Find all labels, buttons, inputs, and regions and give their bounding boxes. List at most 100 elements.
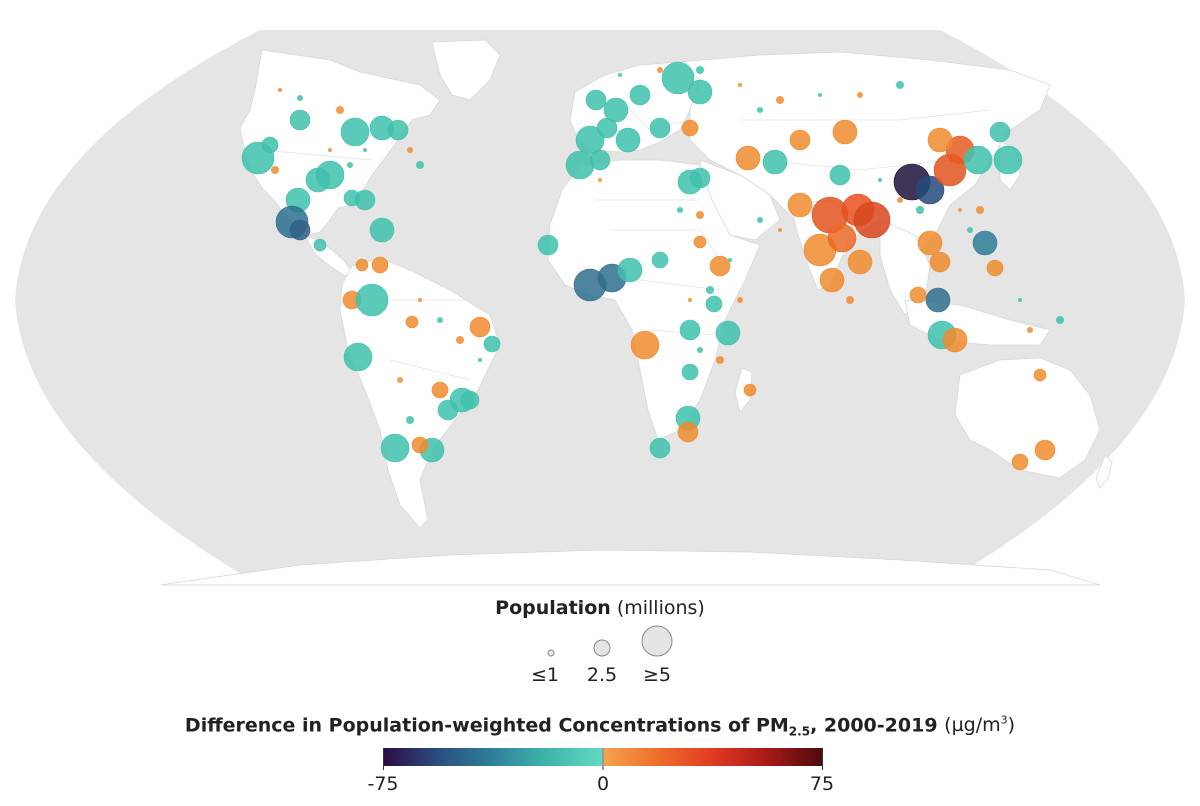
city-dot — [618, 73, 622, 77]
city-circle — [963, 145, 993, 175]
city-circle — [315, 160, 345, 190]
city-circle — [927, 127, 953, 153]
population-circle-small — [547, 649, 555, 657]
unit-superscript: 3 — [1000, 714, 1008, 727]
population-title-text: Population — [495, 597, 611, 619]
city-circle — [460, 390, 480, 410]
city-circle — [787, 192, 813, 218]
city-circle — [596, 117, 618, 139]
city-dot — [757, 107, 763, 113]
city-dot — [347, 162, 353, 168]
colorbar-label-zero: 0 — [596, 773, 610, 795]
city-circle — [915, 175, 945, 205]
city-circle — [832, 119, 858, 145]
city-circle — [355, 258, 369, 272]
city-dot — [416, 161, 424, 169]
city-circle — [369, 217, 395, 243]
city-dot — [916, 206, 924, 214]
city-dot — [706, 286, 714, 294]
city-circle — [355, 283, 389, 317]
population-circle-medium — [593, 639, 611, 657]
city-circle — [340, 117, 370, 147]
city-circle — [993, 145, 1023, 175]
city-circle — [743, 383, 757, 397]
color-legend-title-suffix: , 2000-2019 — [810, 714, 938, 737]
city-dot — [728, 258, 732, 262]
city-circle — [972, 230, 998, 256]
city-circle — [687, 79, 713, 105]
city-circle — [565, 150, 595, 180]
city-circle — [343, 189, 361, 207]
city-dot — [818, 93, 822, 97]
city-dot — [598, 178, 602, 182]
city-circle — [827, 223, 857, 253]
map-svg — [15, 30, 1185, 586]
city-circle — [405, 315, 419, 329]
color-legend-title: Difference in Population-weighted Concen… — [0, 714, 1200, 738]
colorbar-label-min: -75 — [367, 773, 399, 795]
city-circle — [651, 251, 669, 269]
city-dot — [278, 88, 282, 92]
city-circle — [585, 89, 607, 111]
city-circles — [241, 61, 1064, 471]
city-dot — [456, 336, 464, 344]
population-circle-large — [641, 625, 673, 657]
population-unit: (millions) — [616, 597, 705, 619]
population-label-large: ≥5 — [642, 664, 672, 686]
city-dot — [406, 416, 414, 424]
city-dot — [696, 66, 704, 74]
city-circle — [649, 117, 671, 139]
color-legend-unit: (µg/m3) — [944, 714, 1015, 736]
city-circle — [925, 287, 951, 313]
city-circle — [681, 119, 699, 137]
city-circle — [715, 320, 741, 346]
city-dot — [976, 206, 984, 214]
city-circle — [617, 257, 643, 283]
antarctica-land — [159, 549, 1101, 586]
city-circle — [589, 149, 611, 171]
city-dot — [437, 317, 443, 323]
city-circle — [1011, 453, 1029, 471]
population-legend-title: Population (millions) — [0, 597, 1200, 619]
city-circle — [989, 121, 1011, 143]
city-dot — [297, 95, 303, 101]
city-circle — [909, 286, 927, 304]
city-circle — [829, 164, 851, 186]
city-circle — [917, 230, 943, 256]
city-circle — [371, 256, 389, 274]
city-circle — [762, 149, 788, 175]
city-dot — [688, 298, 692, 302]
population-label-small: ≤1 — [530, 664, 560, 686]
city-dot — [776, 96, 784, 104]
city-circle — [986, 259, 1004, 277]
city-dot — [363, 148, 367, 152]
city-dot — [271, 166, 279, 174]
city-dot — [967, 227, 973, 233]
pm25-color-legend: Difference in Population-weighted Concen… — [0, 714, 1200, 806]
city-dot — [878, 178, 882, 182]
city-dot — [757, 217, 763, 223]
city-circle — [411, 436, 429, 454]
world-map — [15, 30, 1185, 586]
city-circle — [819, 267, 845, 293]
color-legend-title-text: Difference in Population-weighted Concen… — [184, 714, 789, 737]
city-dot — [696, 211, 704, 219]
city-circle — [431, 381, 449, 399]
city-dot — [778, 228, 782, 232]
city-circle — [469, 316, 491, 338]
city-dot — [738, 83, 742, 87]
city-circle — [630, 330, 660, 360]
city-circle — [677, 421, 699, 443]
city-circle — [789, 129, 811, 151]
city-dot — [657, 67, 663, 73]
city-circle — [387, 119, 409, 141]
city-dot — [857, 92, 863, 98]
city-dot — [677, 207, 683, 213]
city-dot — [737, 297, 743, 303]
population-legend-circles — [547, 625, 673, 657]
unit-prefix: (µg/m — [944, 714, 1001, 737]
city-circle — [661, 61, 695, 95]
australia-land — [954, 357, 1101, 479]
city-dot — [1056, 316, 1064, 324]
city-circle — [437, 399, 459, 421]
